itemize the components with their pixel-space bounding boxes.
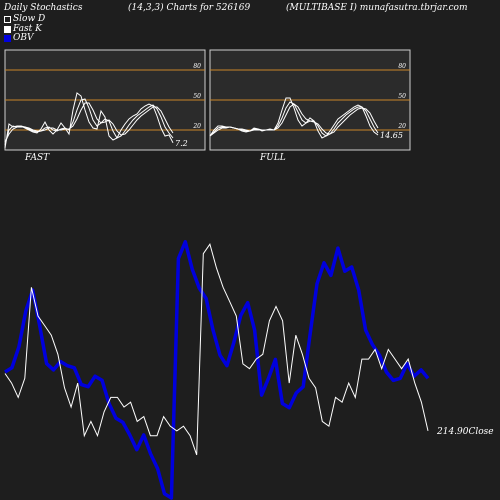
panel-2-title: FULL [259,153,286,163]
close-price-label: 214.90Close [436,427,494,437]
panel-1-series-2 [4,98,174,146]
panel-1-tick-50: 50 [193,93,201,100]
panel-2-tick-50: 50 [398,93,406,100]
legend-label-fast-k: Fast K [13,24,42,34]
legend-swatch-obv [4,34,11,42]
panel-1-tick-80: 80 [193,63,201,70]
legend-swatch-slow-d [4,15,11,23]
panel-1-series-1 [4,92,174,149]
panel-2-series-3 [209,103,379,137]
panel-2-tick-80: 80 [398,63,406,70]
panel-2-last-value: 14.65 [380,131,403,140]
chart-title: Daily Stochastics [4,3,83,13]
panel-1-tick-20: 20 [192,123,201,130]
close-price-line [4,243,429,456]
legend-label-obv: OBV [13,33,34,43]
chart-source: (MULTIBASE I) munafasutra.tbrjar.com [286,3,468,13]
obv-line [4,240,430,500]
panel-1-series-3 [4,102,174,143]
legend-item-obv: OBV [4,33,34,43]
panel-1-last-value: 7.2 [175,139,188,148]
legend-label-slow-d: Slow D [13,14,46,24]
legend-item-fast-k: Fast K [4,24,42,34]
chart-params: (14,3,3) Charts for 526169 [128,3,251,13]
panel-2-tick-20: 20 [397,123,406,130]
panel-1-title: FAST [24,153,50,163]
legend-item-slow-d: Slow D [4,14,45,24]
legend-swatch-fast-k [4,25,11,33]
